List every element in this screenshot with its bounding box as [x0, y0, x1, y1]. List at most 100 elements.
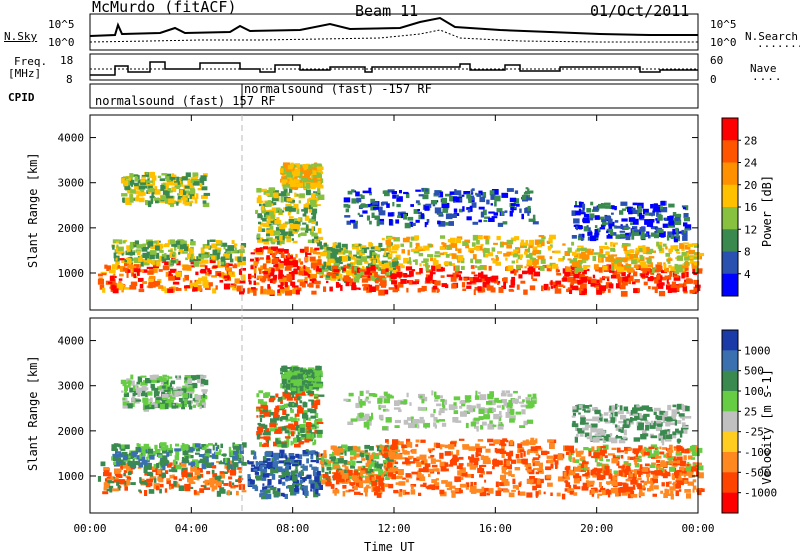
scatter-cell — [469, 206, 473, 212]
scatter-cell — [275, 405, 279, 410]
scatter-cell — [577, 279, 584, 285]
scatter-cell — [184, 400, 188, 405]
scatter-cell — [461, 194, 465, 197]
scatter-cell — [621, 280, 628, 286]
scatter-cell — [222, 253, 230, 259]
scatter-cell — [263, 290, 269, 293]
scatter-cell — [520, 239, 525, 243]
scatter-cell — [170, 387, 174, 391]
scatter-cell — [106, 265, 112, 271]
scatter-cell — [299, 381, 302, 386]
scatter-cell — [311, 450, 316, 455]
scatter-cell — [480, 455, 484, 460]
scatter-cell — [150, 244, 157, 250]
scatter-cell — [632, 226, 638, 232]
scatter-cell — [111, 264, 116, 270]
scatter-cell — [293, 179, 300, 184]
scatter-cell — [121, 193, 128, 197]
scatter-cell — [504, 472, 510, 475]
scatter-cell — [148, 282, 153, 289]
scatter-cell — [252, 485, 257, 489]
scatter-cell — [533, 249, 539, 254]
scatter-cell — [212, 249, 218, 256]
scatter-cell — [185, 172, 191, 178]
scatter-cell — [317, 457, 323, 460]
scatter-cell — [169, 444, 172, 450]
scatter-cell — [647, 276, 654, 282]
scatter-cell — [338, 470, 345, 476]
scatter-cell — [306, 267, 310, 273]
scatter-cell — [325, 459, 329, 463]
scatter-cell — [139, 255, 142, 259]
scatter-cell — [248, 477, 251, 483]
scatter-cell — [395, 482, 400, 485]
scatter-cell — [506, 244, 512, 249]
scatter-cell — [576, 225, 579, 231]
scatter-cell — [309, 408, 317, 414]
scatter-cell — [303, 369, 309, 373]
scatter-cell — [487, 276, 495, 281]
scatter-cell — [491, 216, 498, 219]
scatter-cell — [373, 264, 380, 268]
scatter-cell — [165, 398, 171, 403]
scatter-cell — [418, 468, 425, 472]
scatter-cell — [278, 208, 283, 215]
scatter-cell — [439, 444, 443, 450]
scatter-cell — [454, 476, 462, 482]
scatter-cell — [153, 478, 157, 483]
scatter-cell — [376, 463, 384, 467]
scatter-cell — [469, 250, 474, 254]
scatter-cell — [260, 492, 265, 496]
scatter-cell — [437, 289, 440, 292]
scatter-cell — [196, 461, 199, 467]
scatter-cell — [374, 454, 380, 459]
scatter-cell — [478, 206, 485, 210]
scatter-cell — [270, 221, 275, 224]
scatter-cell — [534, 478, 538, 482]
scatter-cell — [378, 206, 383, 212]
scatter-cell — [532, 214, 536, 220]
scatter-cell — [388, 468, 394, 471]
scatter-cell — [540, 258, 546, 264]
scatter-cell — [181, 472, 188, 478]
scatter-cell — [325, 481, 332, 487]
scatter-cell — [266, 233, 270, 237]
scatter-cell — [400, 265, 405, 269]
scatter-cell — [360, 257, 366, 262]
scatter-cell — [291, 387, 297, 392]
scatter-cell — [499, 482, 505, 487]
scatter-cell — [311, 259, 318, 265]
scatter-cell — [356, 267, 361, 273]
scatter-cell — [578, 201, 584, 208]
scatter-cell — [535, 453, 540, 456]
scatter-cell — [251, 287, 256, 290]
scatter-cell — [296, 409, 304, 414]
scatter-cell — [142, 451, 146, 457]
scatter-cell — [431, 479, 438, 483]
scatter-cell — [533, 264, 537, 269]
scatter-cell — [192, 459, 199, 464]
scatter-cell — [354, 243, 359, 246]
scatter-cell — [310, 460, 316, 463]
scatter-cell — [465, 487, 469, 490]
scatter-cell — [502, 221, 508, 225]
scatter-cell — [335, 281, 340, 288]
scatter-cell — [621, 272, 626, 276]
scatter-cell — [176, 176, 180, 183]
scatter-cell — [475, 259, 482, 264]
scatter-cell — [295, 393, 300, 399]
scatter-cell — [256, 415, 259, 418]
scatter-cell — [151, 175, 157, 181]
scatter-cell — [307, 239, 313, 243]
scatter-cell — [535, 471, 539, 475]
scatter-cell — [199, 473, 204, 478]
scatter-cell — [664, 275, 669, 280]
scatter-cell — [477, 467, 484, 473]
scatter-cell — [526, 419, 534, 424]
scatter-cell — [389, 267, 393, 271]
scatter-cell — [482, 421, 487, 426]
scatter-cell — [370, 265, 376, 271]
scatter-cell — [443, 261, 449, 265]
scatter-cell — [615, 283, 621, 289]
scatter-cell — [519, 449, 525, 453]
